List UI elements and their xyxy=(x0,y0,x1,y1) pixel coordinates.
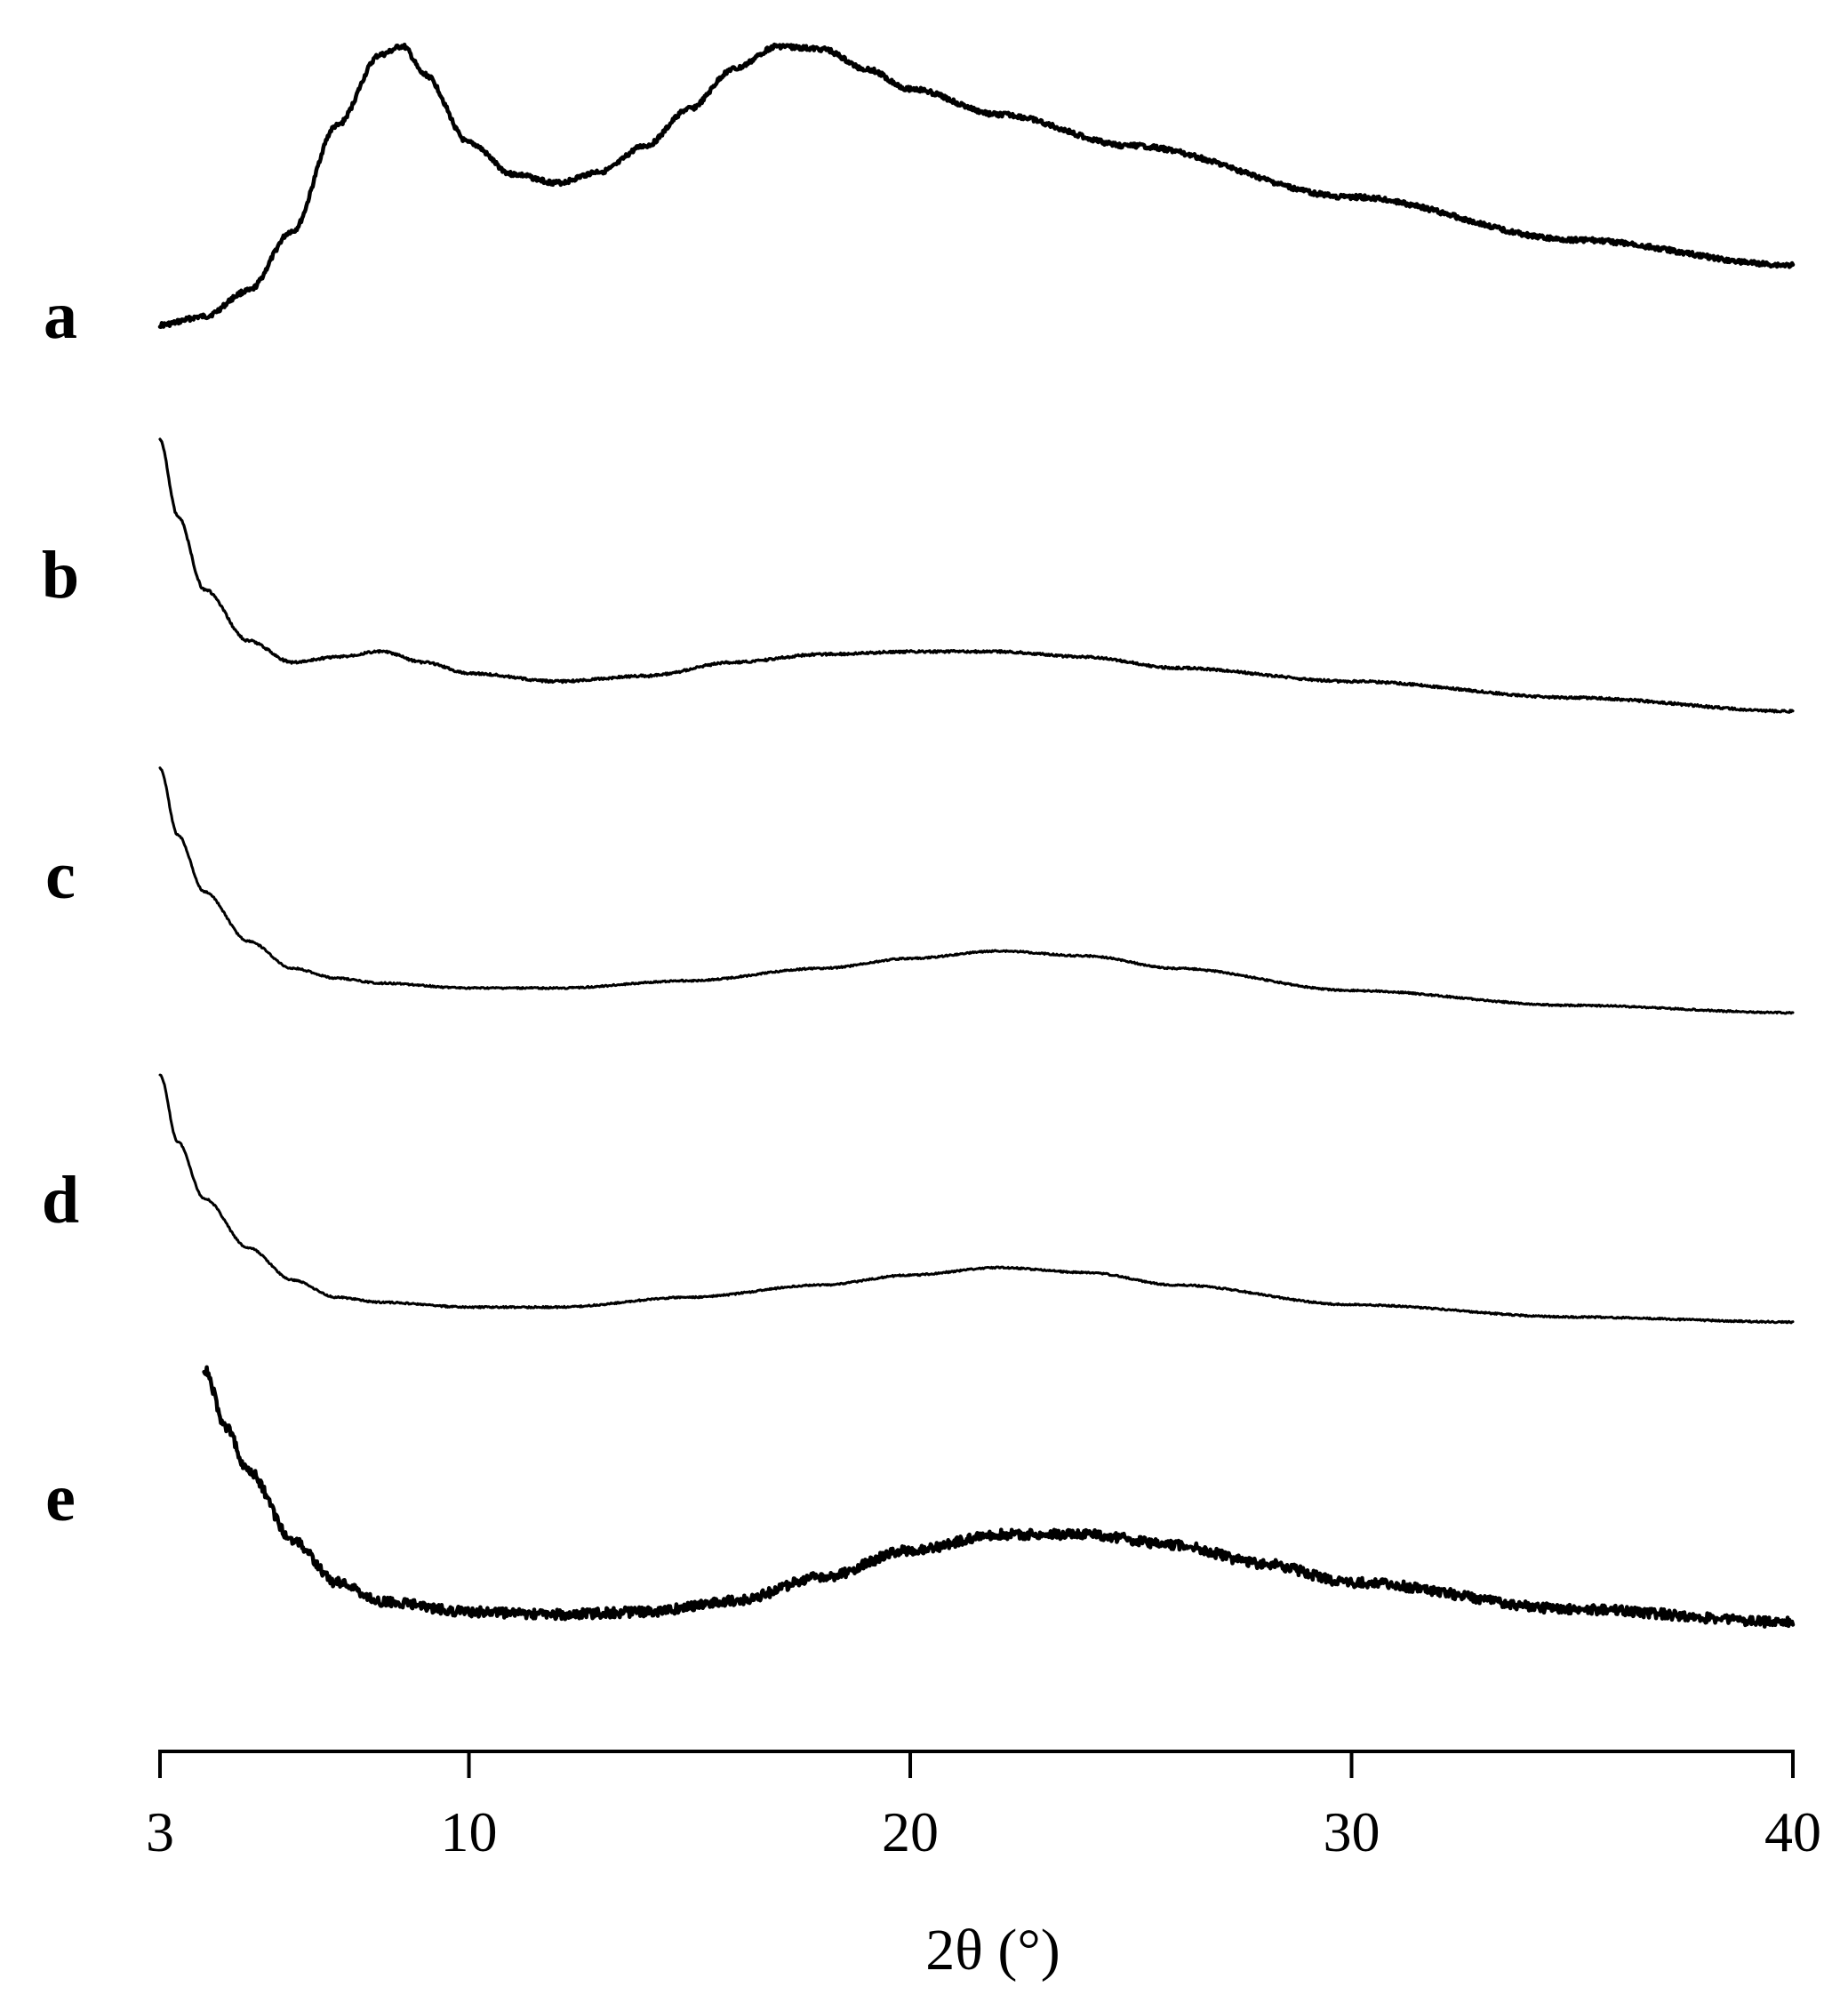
trace-c-line xyxy=(158,766,1795,1015)
trace-a-line xyxy=(157,42,1796,330)
x-axis: 3 10 20 30 40 2θ (°) xyxy=(146,1750,1821,1983)
trace-label-d: d xyxy=(42,1163,79,1238)
x-axis-title: 2θ (°) xyxy=(925,1918,1060,1983)
x-tick-label-40: 40 xyxy=(1764,1800,1821,1863)
x-tick-label-30: 30 xyxy=(1324,1800,1380,1863)
trace-b-line xyxy=(158,437,1795,714)
trace-d-line xyxy=(158,1073,1795,1325)
x-tick-label-3: 3 xyxy=(146,1800,174,1863)
x-tick-label-20: 20 xyxy=(882,1800,939,1863)
trace-group xyxy=(157,42,1796,1629)
trace-label-group: a b c d e xyxy=(42,278,79,1535)
trace-label-a: a xyxy=(44,278,77,353)
x-tick-label-10: 10 xyxy=(441,1800,498,1863)
trace-e-line xyxy=(202,1365,1796,1629)
trace-label-e: e xyxy=(45,1461,76,1535)
trace-label-b: b xyxy=(42,538,79,613)
trace-label-c: c xyxy=(45,838,76,913)
